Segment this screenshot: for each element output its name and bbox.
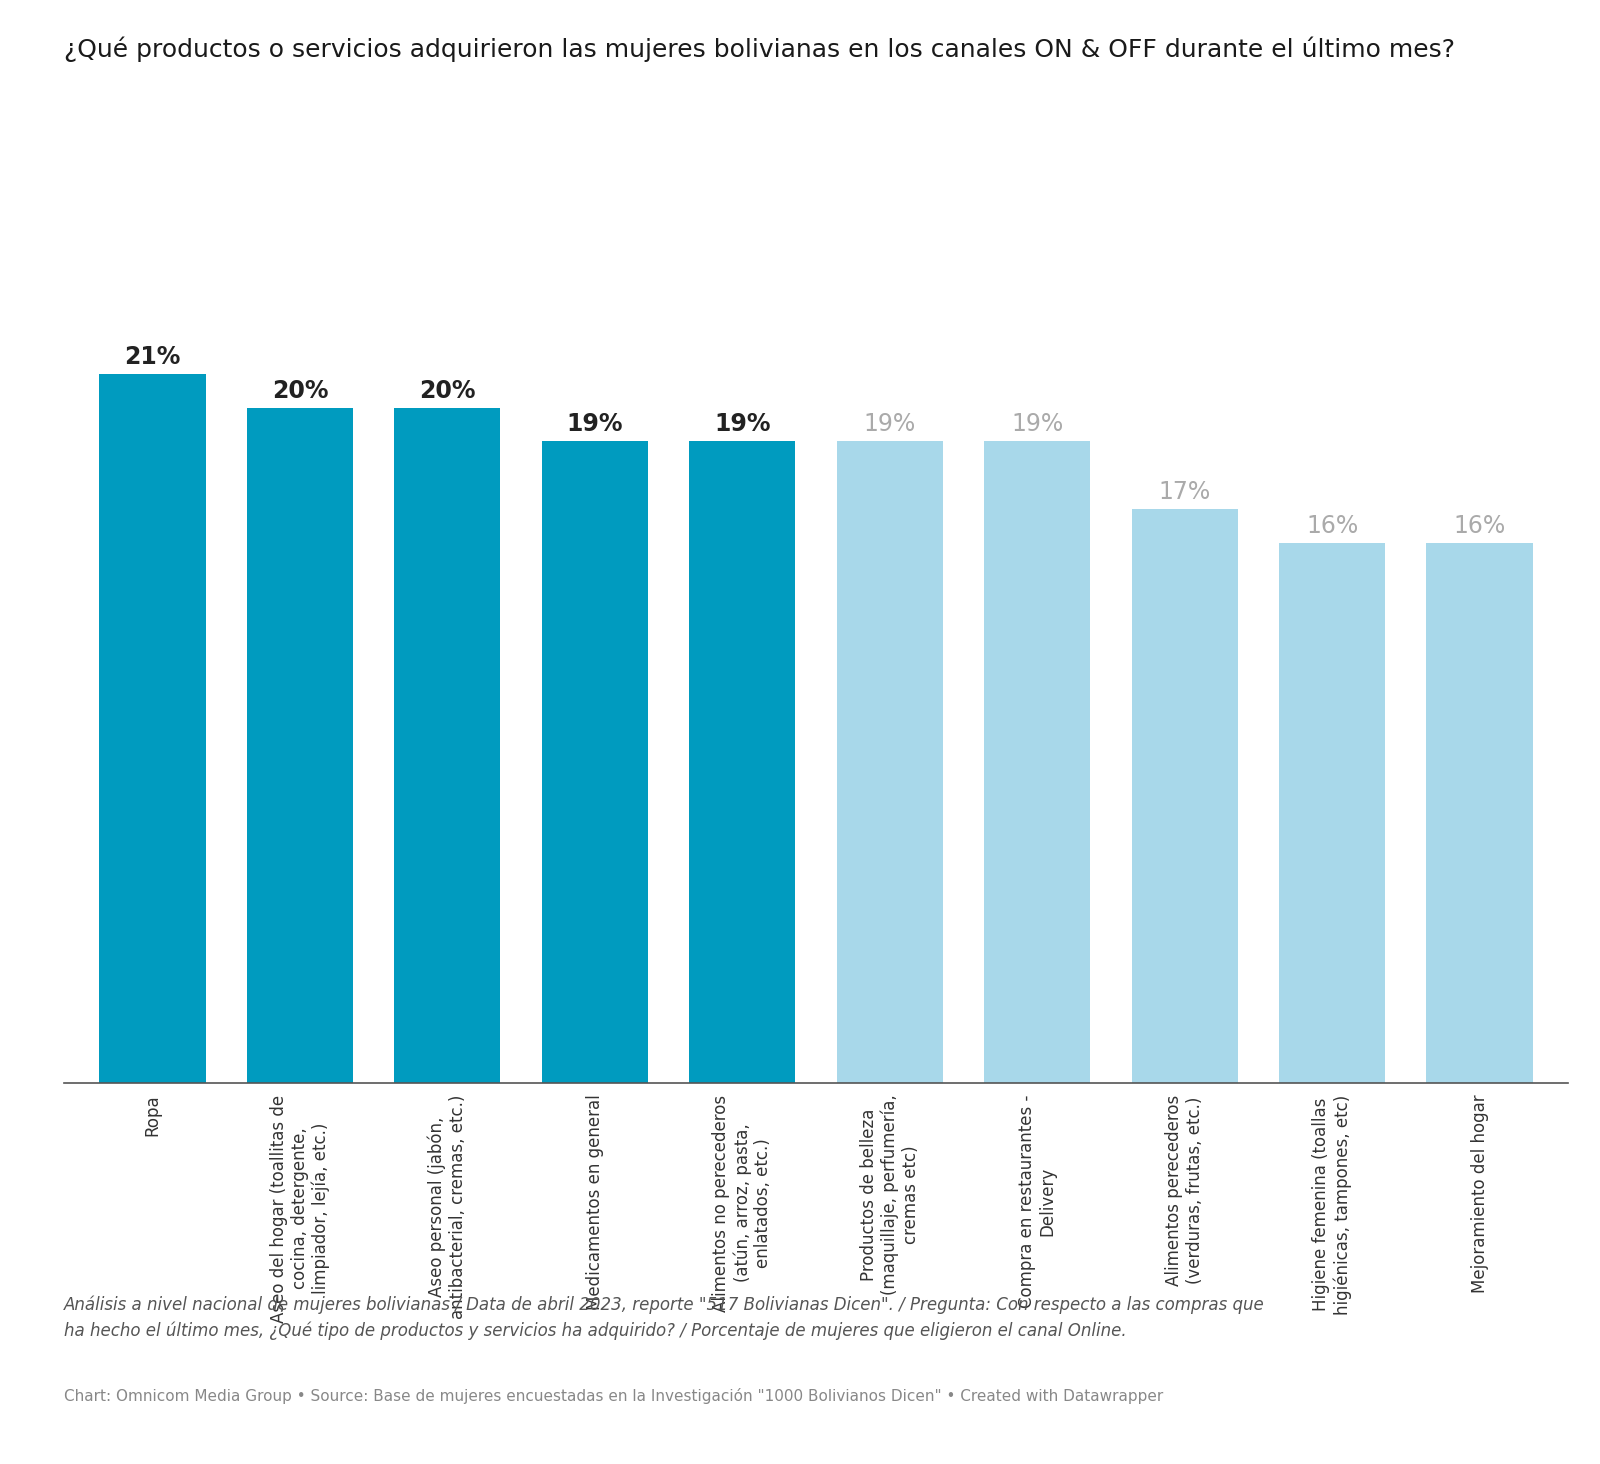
- Text: 20%: 20%: [272, 379, 328, 403]
- Bar: [837, 442, 942, 1083]
- Text: Chart: Omnicom Media Group • Source: Base de mujeres encuestadas en la Investiga: Chart: Omnicom Media Group • Source: Bas…: [64, 1388, 1163, 1404]
- Text: 19%: 19%: [566, 413, 622, 436]
- Text: 16%: 16%: [1453, 514, 1506, 537]
- Text: 20%: 20%: [419, 379, 475, 403]
- Bar: [690, 442, 795, 1083]
- Text: ¿Qué productos o servicios adquirieron las mujeres bolivianas en los canales ON : ¿Qué productos o servicios adquirieron l…: [64, 37, 1454, 61]
- Bar: [394, 407, 501, 1083]
- Text: 21%: 21%: [125, 346, 181, 369]
- Bar: [1427, 543, 1533, 1083]
- Text: 19%: 19%: [714, 413, 771, 436]
- Text: 16%: 16%: [1306, 514, 1358, 537]
- Text: 17%: 17%: [1158, 480, 1211, 504]
- Bar: [984, 442, 1090, 1083]
- Text: 19%: 19%: [1011, 413, 1064, 436]
- Bar: [99, 373, 205, 1083]
- Text: 19%: 19%: [864, 413, 915, 436]
- Text: Análisis a nivel nacional de mujeres bolivianas / Data de abril 2023, reporte "5: Análisis a nivel nacional de mujeres bol…: [64, 1296, 1264, 1340]
- Bar: [246, 407, 354, 1083]
- Bar: [542, 442, 648, 1083]
- Bar: [1278, 543, 1386, 1083]
- Bar: [1131, 509, 1238, 1083]
